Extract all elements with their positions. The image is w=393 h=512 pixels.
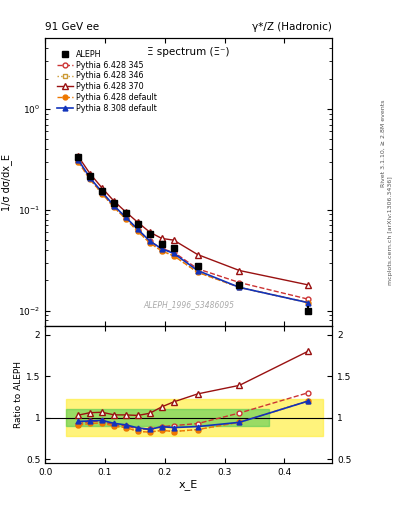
- Pythia 6.428 default: [147, 240, 152, 246]
- Text: mcplots.cern.ch [arXiv:1306.3436]: mcplots.cern.ch [arXiv:1306.3436]: [388, 176, 393, 285]
- X-axis label: x_E: x_E: [179, 479, 198, 489]
- Pythia 6.428 345: [195, 266, 200, 272]
- Pythia 6.428 370: [160, 236, 164, 242]
- Pythia 6.428 370: [112, 198, 116, 204]
- Pythia 6.428 345: [160, 246, 164, 252]
- Pythia 6.428 346: [237, 284, 242, 290]
- Pythia 6.428 370: [123, 209, 128, 215]
- Y-axis label: Ratio to ALEPH: Ratio to ALEPH: [14, 361, 23, 429]
- Pythia 6.428 345: [76, 158, 81, 164]
- Pythia 6.428 370: [237, 267, 242, 273]
- Pythia 6.428 345: [99, 189, 104, 196]
- Pythia 8.308 default: [237, 284, 242, 290]
- Pythia 6.428 370: [171, 237, 176, 243]
- Pythia 6.428 345: [136, 227, 140, 233]
- Pythia 6.428 default: [171, 253, 176, 259]
- Pythia 8.308 default: [147, 238, 152, 244]
- Pythia 6.428 346: [99, 190, 104, 197]
- Pythia 6.428 default: [306, 300, 310, 306]
- Line: Pythia 6.428 346: Pythia 6.428 346: [75, 159, 310, 305]
- Pythia 6.428 default: [237, 284, 242, 290]
- Text: 91 GeV ee: 91 GeV ee: [45, 22, 99, 32]
- Pythia 8.308 default: [99, 189, 104, 195]
- Pythia 6.428 370: [88, 170, 92, 177]
- Pythia 6.428 346: [123, 216, 128, 222]
- Pythia 6.428 370: [99, 185, 104, 191]
- Text: Rivet 3.1.10, ≥ 2.8M events: Rivet 3.1.10, ≥ 2.8M events: [381, 100, 386, 187]
- Bar: [66, 399, 323, 436]
- Pythia 6.428 370: [76, 153, 81, 159]
- Pythia 6.428 default: [76, 159, 81, 165]
- Pythia 6.428 345: [88, 175, 92, 181]
- Pythia 8.308 default: [123, 215, 128, 221]
- Pythia 6.428 345: [237, 280, 242, 286]
- Pythia 6.428 370: [147, 229, 152, 235]
- Pythia 6.428 346: [171, 253, 176, 259]
- Line: Pythia 6.428 default: Pythia 6.428 default: [75, 159, 310, 305]
- Pythia 6.428 default: [195, 269, 200, 275]
- Line: Pythia 6.428 370: Pythia 6.428 370: [75, 154, 311, 288]
- Pythia 8.308 default: [112, 203, 116, 209]
- Pythia 6.428 default: [99, 190, 104, 197]
- Line: Pythia 6.428 345: Pythia 6.428 345: [75, 159, 310, 302]
- Pythia 8.308 default: [195, 267, 200, 273]
- Pythia 6.428 346: [306, 300, 310, 306]
- Pythia 6.428 345: [123, 215, 128, 221]
- Text: Ξ spectrum (Ξ⁻): Ξ spectrum (Ξ⁻): [147, 47, 230, 57]
- Pythia 8.308 default: [88, 175, 92, 181]
- Pythia 6.428 default: [136, 228, 140, 234]
- Pythia 6.428 346: [136, 228, 140, 234]
- Pythia 6.428 default: [112, 204, 116, 210]
- Y-axis label: 1/σ dσ/dx_E: 1/σ dσ/dx_E: [2, 154, 13, 211]
- Pythia 6.428 345: [147, 238, 152, 244]
- Pythia 8.308 default: [306, 300, 310, 306]
- Pythia 6.428 370: [195, 251, 200, 258]
- Pythia 6.428 346: [88, 176, 92, 182]
- Pythia 6.428 345: [306, 296, 310, 302]
- Pythia 8.308 default: [171, 250, 176, 257]
- Pythia 6.428 346: [112, 204, 116, 210]
- Bar: [66, 410, 269, 426]
- Pythia 6.428 345: [112, 203, 116, 209]
- Text: γ*/Z (Hadronic): γ*/Z (Hadronic): [252, 22, 332, 32]
- Text: ALEPH_1996_S3486095: ALEPH_1996_S3486095: [143, 300, 234, 309]
- Pythia 6.428 346: [76, 159, 81, 165]
- Pythia 6.428 default: [160, 248, 164, 254]
- Pythia 6.428 346: [147, 240, 152, 246]
- Pythia 6.428 default: [123, 216, 128, 222]
- Pythia 6.428 370: [306, 282, 310, 288]
- Pythia 6.428 370: [136, 219, 140, 225]
- Pythia 6.428 346: [195, 269, 200, 275]
- Pythia 8.308 default: [136, 226, 140, 232]
- Pythia 6.428 345: [171, 249, 176, 255]
- Legend: ALEPH, Pythia 6.428 345, Pythia 6.428 346, Pythia 6.428 370, Pythia 6.428 defaul: ALEPH, Pythia 6.428 345, Pythia 6.428 34…: [55, 48, 158, 114]
- Pythia 6.428 346: [160, 248, 164, 254]
- Pythia 8.308 default: [160, 246, 164, 252]
- Pythia 6.428 default: [88, 176, 92, 182]
- Line: Pythia 8.308 default: Pythia 8.308 default: [75, 157, 310, 305]
- Pythia 8.308 default: [76, 157, 81, 163]
